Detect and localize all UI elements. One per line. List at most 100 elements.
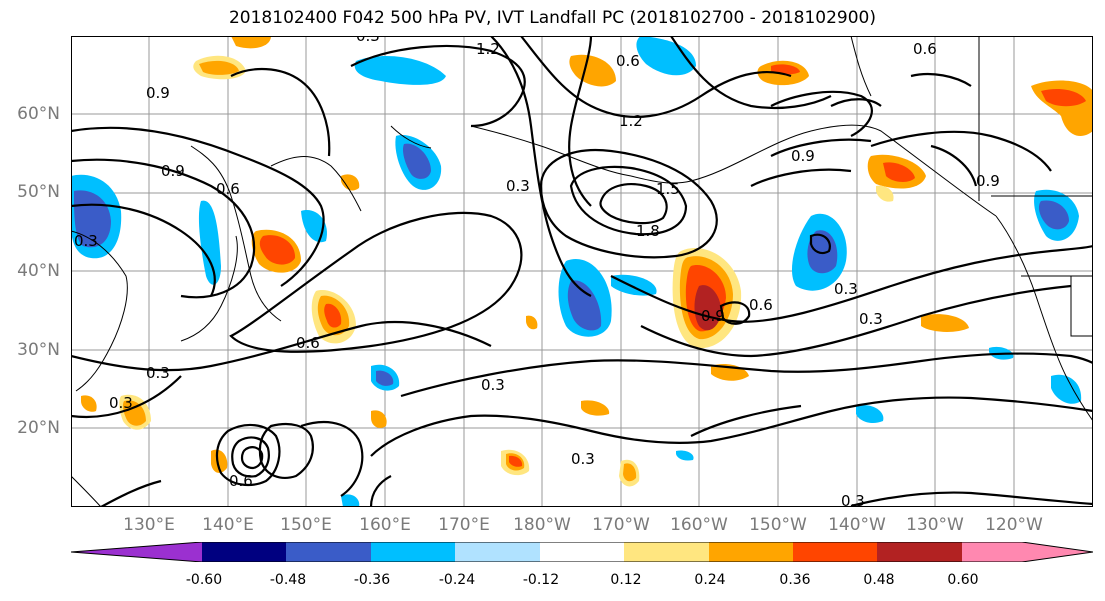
colorbar-tick-label: 0.36 xyxy=(779,572,811,588)
pos-patch xyxy=(569,54,616,87)
pos-patch xyxy=(876,185,894,202)
contour-label: 0.3 xyxy=(841,492,865,507)
pv-contours xyxy=(71,36,1093,507)
contour-label: 0.9 xyxy=(146,84,170,102)
neg-patch xyxy=(567,280,602,331)
contour-label: 0.9 xyxy=(791,147,815,165)
contour-label: 0.6 xyxy=(913,40,937,58)
colorbar-tick-label: 0.48 xyxy=(863,572,895,588)
colorbar-segment xyxy=(962,542,1022,562)
contour-label: 1.2 xyxy=(619,112,643,130)
colorbar xyxy=(71,542,1093,562)
map-canvas: 1.2 0.9 0.6 0.3 1.5 1.8 0.9 0.6 0.3 0.3 … xyxy=(71,36,1093,507)
colorbar-segment xyxy=(71,542,202,562)
colorbar-tick-label: 0.12 xyxy=(610,572,642,588)
colorbar-segment xyxy=(202,542,286,562)
pos-patch xyxy=(324,303,342,328)
contour-label: 0.3 xyxy=(146,364,170,382)
lon-label: 150°W xyxy=(749,515,807,535)
pos-patch xyxy=(122,400,146,426)
pos-patch xyxy=(509,455,523,467)
contour-label: 0.6 xyxy=(616,52,640,70)
contour-label: 0.3 xyxy=(834,280,858,298)
neg-patch xyxy=(402,143,431,179)
pos-patch xyxy=(259,235,296,265)
contour-label: 0.6 xyxy=(749,296,773,314)
colorbar-segment xyxy=(709,542,793,562)
lon-label: 160°W xyxy=(670,515,728,535)
contour-label: 1.5 xyxy=(656,180,680,198)
colorbar-tick-label: -0.24 xyxy=(438,572,476,588)
map-panel: 1.2 0.9 0.6 0.3 1.5 1.8 0.9 0.6 0.3 0.3 … xyxy=(71,36,1093,507)
colorbar-tick-label: 0.60 xyxy=(947,572,979,588)
contour-label: 0.3 xyxy=(506,177,530,195)
pos-patch xyxy=(371,410,387,429)
lon-label: 130°W xyxy=(906,515,964,535)
colorbar-segment xyxy=(286,542,371,562)
contour-label: 0.3 xyxy=(571,450,595,468)
pos-patch xyxy=(921,314,969,332)
lon-label: 180°W xyxy=(513,515,571,535)
neg-patch xyxy=(856,405,884,424)
colorbar-tick-label: -0.60 xyxy=(185,572,223,588)
colorbar-segment xyxy=(793,542,877,562)
contour-label: 1.2 xyxy=(476,40,500,58)
lon-label: 170°W xyxy=(592,515,650,535)
colorbar-segment xyxy=(877,542,962,562)
lon-label: 140°E xyxy=(202,515,254,535)
map-title: 2018102400 F042 500 hPa PV, IVT Landfall… xyxy=(228,8,876,28)
neg-patch xyxy=(676,450,694,461)
colorbar-segment xyxy=(624,542,709,562)
contour-label: 0.6 xyxy=(229,472,253,490)
lon-label: 130°E xyxy=(123,515,175,535)
pos-patch xyxy=(1041,89,1086,107)
lon-label: 170°E xyxy=(438,515,490,535)
pos-patch xyxy=(231,36,271,49)
neg-patch xyxy=(341,494,360,507)
neg-patch xyxy=(611,274,657,296)
neg-patch xyxy=(376,370,394,386)
contour-label: 0.6 xyxy=(296,334,320,352)
colorbar-tick-label: -0.48 xyxy=(269,572,307,588)
contour-label: 0.3 xyxy=(356,36,380,45)
contour-label: 0.9 xyxy=(976,172,1000,190)
contour-label-group: 1.2 0.9 0.6 0.3 1.5 1.8 0.9 0.6 0.3 0.3 … xyxy=(74,36,1000,507)
neg-patch xyxy=(198,200,221,285)
contour-label: 0.6 xyxy=(216,180,240,198)
lat-label: 50°N xyxy=(17,182,60,202)
contour-label: 0.9 xyxy=(701,307,725,325)
contour-label: 1.8 xyxy=(636,222,660,240)
pos-patch xyxy=(211,449,228,473)
contour-label: 0.3 xyxy=(109,394,133,412)
contour-label: 0.3 xyxy=(74,232,98,250)
pos-patch xyxy=(883,162,915,182)
colorbar-tick-label: 0.24 xyxy=(694,572,726,588)
map-frame xyxy=(71,36,1093,507)
pos-patch xyxy=(199,60,239,75)
contour-label: 0.3 xyxy=(859,310,883,328)
neg-patch xyxy=(1038,200,1069,230)
contour-label: 0.3 xyxy=(481,376,505,394)
colorbar-segment xyxy=(455,542,540,562)
pos-patch xyxy=(581,400,610,416)
colorbar-segment xyxy=(540,542,624,562)
contour-label: 0.9 xyxy=(161,162,185,180)
pos-patch xyxy=(526,315,538,330)
filled-anomalies xyxy=(71,36,1093,507)
lat-label: 40°N xyxy=(17,261,60,281)
colorbar-segment xyxy=(371,542,455,562)
lon-label: 140°W xyxy=(828,515,886,535)
lat-label: 20°N xyxy=(17,418,60,438)
pos-patch xyxy=(341,174,360,191)
colorbar-tick-label: -0.36 xyxy=(353,572,391,588)
colorbar-segments xyxy=(71,542,1093,562)
neg-patch xyxy=(636,36,696,76)
lat-label: 60°N xyxy=(17,104,60,124)
neg-patch xyxy=(1051,374,1082,404)
coastlines xyxy=(71,36,1093,507)
pos-patch xyxy=(623,463,637,482)
lon-label: 150°E xyxy=(280,515,332,535)
colorbar-segment xyxy=(1022,542,1093,562)
lat-label: 30°N xyxy=(17,340,60,360)
pos-patch xyxy=(81,395,97,412)
